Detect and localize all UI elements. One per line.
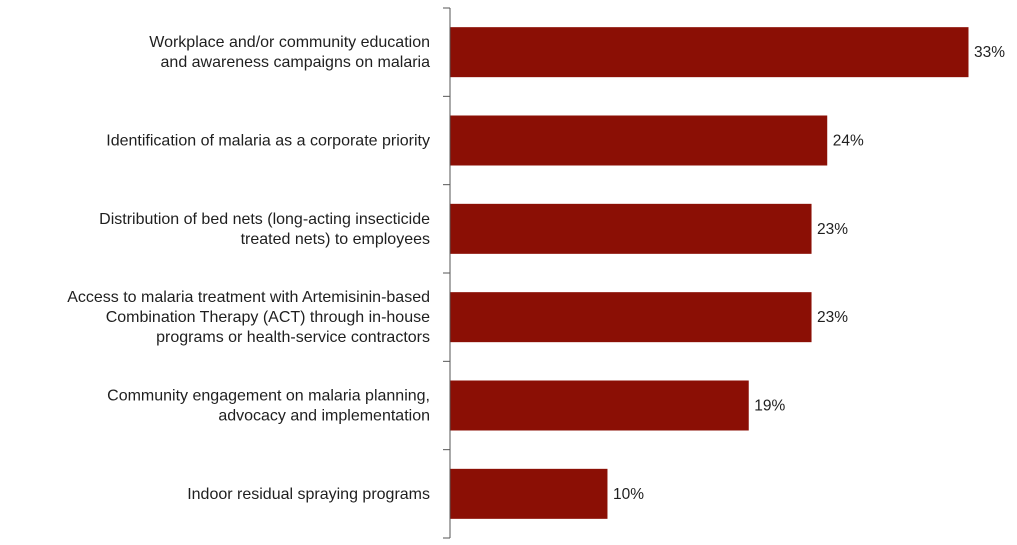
- category-label-line: Indoor residual spraying programs: [187, 486, 430, 503]
- bar: [450, 468, 608, 519]
- category-label-line: advocacy and implementation: [218, 408, 430, 425]
- bar: [450, 380, 749, 431]
- category-label-line: Combination Therapy (ACT) through in-hou…: [106, 309, 430, 326]
- category-label: Indoor residual spraying programs: [187, 486, 430, 503]
- bar: [450, 27, 969, 78]
- category-label-line: treated nets) to employees: [241, 231, 430, 248]
- bar: [450, 115, 828, 166]
- category-label: Access to malaria treatment with Artemis…: [67, 289, 430, 346]
- category-label-line: and awareness campaigns on malaria: [161, 54, 431, 71]
- data-label: 23%: [817, 221, 848, 238]
- category-label: Distribution of bed nets (long-acting in…: [99, 211, 430, 248]
- category-label: Workplace and/or community education and …: [149, 34, 430, 71]
- data-label: 10%: [613, 486, 644, 503]
- category-label-line: Access to malaria treatment with Artemis…: [67, 289, 430, 306]
- data-label: 23%: [817, 309, 848, 326]
- category-label-line: Distribution of bed nets (long-acting in…: [99, 211, 430, 228]
- category-label-line: Identification of malaria as a corporate…: [106, 133, 430, 150]
- data-label: 19%: [754, 398, 785, 415]
- category-label: Identification of malaria as a corporate…: [106, 133, 430, 150]
- data-label: 24%: [833, 133, 864, 150]
- data-label: 33%: [974, 44, 1005, 61]
- category-label-line: programs or health-service contractors: [156, 329, 430, 346]
- bar: [450, 292, 812, 343]
- bar: [450, 203, 812, 254]
- category-label: Community engagement on malaria planning…: [107, 388, 430, 425]
- category-label-line: Workplace and/or community education: [149, 34, 430, 51]
- category-label-line: Community engagement on malaria planning…: [107, 388, 430, 405]
